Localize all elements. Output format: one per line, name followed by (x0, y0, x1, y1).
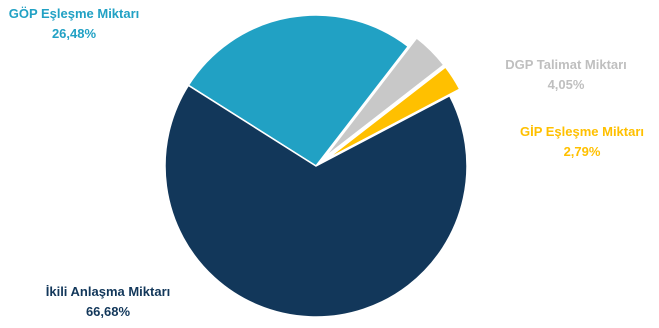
slice-dgp-talimat (323, 36, 445, 159)
pie-labels: İkili Anlaşma Miktarı 66,68% GÖP Eşleşme… (9, 6, 644, 319)
slice-value-gip-eslesme: 2,79% (564, 144, 601, 159)
slice-label-dgp-talimat: DGP Talimat Miktarı (505, 57, 627, 72)
slice-value-ikili-anlasma: 66,68% (86, 304, 131, 319)
slice-gop-eslesme (187, 14, 410, 167)
pie-slices (164, 14, 468, 318)
slice-ikili-anlasma (164, 84, 468, 318)
slice-label-ikili-anlasma: İkili Anlaşma Miktarı (46, 284, 171, 299)
slice-label-gop-eslesme: GÖP Eşleşme Miktarı (9, 6, 140, 21)
slice-label-gip-eslesme: GİP Eşleşme Miktarı (520, 124, 644, 139)
slice-value-dgp-talimat: 4,05% (548, 77, 585, 92)
slice-gip-eslesme (325, 65, 461, 161)
slice-value-gop-eslesme: 26,48% (52, 26, 97, 41)
